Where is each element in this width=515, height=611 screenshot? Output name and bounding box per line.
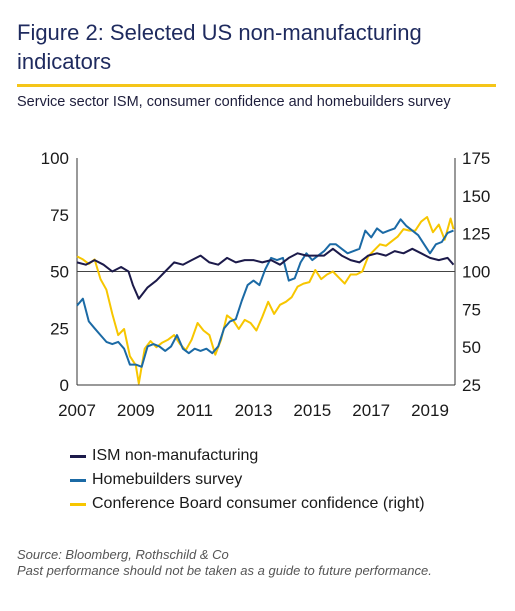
chart-legend: ISM non-manufacturing Homebuilders survey… (70, 444, 425, 516)
x-tick-label: 2017 (352, 401, 390, 420)
legend-swatch (70, 478, 86, 482)
right-tick-label: 125 (462, 225, 490, 244)
x-tick-label: 2011 (176, 401, 213, 420)
legend-label: Conference Board consumer confidence (ri… (92, 495, 425, 512)
right-tick-label: 175 (462, 149, 490, 168)
chart-subtitle: Service sector ISM, consumer confidence … (17, 94, 451, 110)
series-line-homebuilders-survey (76, 218, 454, 368)
title-divider (17, 84, 496, 87)
right-tick-label: 150 (462, 187, 490, 206)
left-tick-label: 0 (60, 376, 69, 395)
x-tick-label: 2009 (117, 401, 155, 420)
chart-series (76, 216, 455, 385)
left-tick-label: 50 (50, 263, 69, 282)
source-text: Source: Bloomberg, Rothschild & Co (17, 547, 229, 562)
right-axis-ticks: 25 50 75 100 125 150 175 (462, 149, 490, 395)
source-note: Source: Bloomberg, Rothschild & Co Past … (17, 547, 432, 579)
right-tick-label: 75 (462, 300, 481, 319)
legend-label: ISM non-manufacturing (92, 447, 259, 464)
right-tick-label: 100 (462, 263, 490, 282)
right-tick-label: 25 (462, 376, 481, 395)
chart-axes (76, 158, 456, 386)
page-title: Figure 2: Selected US non-manufacturing … (17, 20, 422, 74)
left-tick-label: 75 (50, 206, 69, 225)
left-axis-ticks: 0 25 50 75 100 (41, 149, 69, 395)
left-tick-label: 100 (41, 149, 69, 168)
x-tick-label: 2007 (58, 401, 96, 420)
x-tick-label: 2015 (293, 401, 331, 420)
legend-swatch (70, 502, 86, 506)
legend-label: Homebuilders survey (92, 471, 243, 488)
x-tick-label: 2019 (411, 401, 449, 420)
disclaimer-text: Past performance should not be taken as … (17, 563, 432, 578)
left-tick-label: 25 (50, 319, 69, 338)
right-tick-label: 50 (462, 338, 481, 357)
x-axis-ticks: 2007 2009 2011 2013 2015 2017 2019 (58, 401, 449, 420)
legend-swatch (70, 454, 86, 458)
legend-item: Homebuilders survey (70, 468, 425, 492)
series-line-ism-non-manufacturing (76, 247, 455, 300)
series-line-conference-board-consumer-confidence-right (76, 216, 455, 385)
x-tick-label: 2013 (235, 401, 273, 420)
legend-item: Conference Board consumer confidence (ri… (70, 492, 425, 516)
legend-item: ISM non-manufacturing (70, 444, 425, 468)
